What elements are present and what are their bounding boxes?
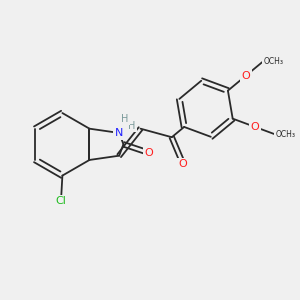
Text: H: H bbox=[128, 121, 136, 131]
Text: OCH₃: OCH₃ bbox=[263, 57, 283, 66]
Text: N: N bbox=[115, 128, 123, 138]
Text: Cl: Cl bbox=[56, 196, 66, 206]
Text: O: O bbox=[179, 159, 188, 169]
Text: H: H bbox=[121, 114, 129, 124]
Text: O: O bbox=[242, 71, 250, 81]
Text: OCH₃: OCH₃ bbox=[276, 130, 296, 139]
Text: O: O bbox=[250, 122, 259, 132]
Text: O: O bbox=[145, 148, 153, 158]
